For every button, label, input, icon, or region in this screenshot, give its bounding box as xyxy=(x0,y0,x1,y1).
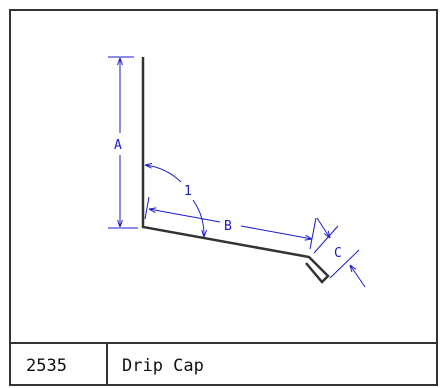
dimension-b-line-left xyxy=(149,209,221,223)
dimension-b-extension-end xyxy=(309,217,317,250)
part-number: 2535 xyxy=(26,356,67,376)
angle-arc-lower xyxy=(192,199,204,237)
dimension-b-line-right xyxy=(240,225,312,239)
dimension-c-arrow-bottom xyxy=(350,265,366,288)
profile-outline xyxy=(141,57,330,284)
dimension-a-label: A xyxy=(114,138,122,153)
dimension-b-extension-start xyxy=(144,196,150,220)
dimension-c-extension-bottom xyxy=(329,249,360,279)
part-name: Drip Cap xyxy=(122,356,204,376)
angle-label: 1 xyxy=(184,184,192,199)
sheet-border xyxy=(9,9,438,386)
angle-arc-upper xyxy=(145,165,182,183)
dimension-c-extension-top xyxy=(313,225,339,254)
dimension-c-label: C xyxy=(334,246,342,261)
dimension-c-arrow-top xyxy=(316,217,330,238)
dimension-b-label: B xyxy=(224,219,232,234)
